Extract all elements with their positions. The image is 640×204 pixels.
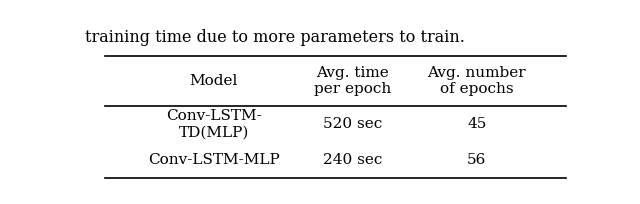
Text: training time due to more parameters to train.: training time due to more parameters to … bbox=[85, 29, 465, 46]
Text: 240 sec: 240 sec bbox=[323, 153, 383, 167]
Text: 45: 45 bbox=[467, 117, 486, 131]
Text: Conv-LSTM-
TD(MLP): Conv-LSTM- TD(MLP) bbox=[166, 109, 262, 139]
Text: 56: 56 bbox=[467, 153, 486, 167]
Text: Avg. number
of epochs: Avg. number of epochs bbox=[428, 66, 526, 96]
Text: Model: Model bbox=[189, 74, 238, 88]
Text: Avg. time
per epoch: Avg. time per epoch bbox=[314, 66, 392, 96]
Text: Conv-LSTM-MLP: Conv-LSTM-MLP bbox=[148, 153, 280, 167]
Text: 520 sec: 520 sec bbox=[323, 117, 383, 131]
